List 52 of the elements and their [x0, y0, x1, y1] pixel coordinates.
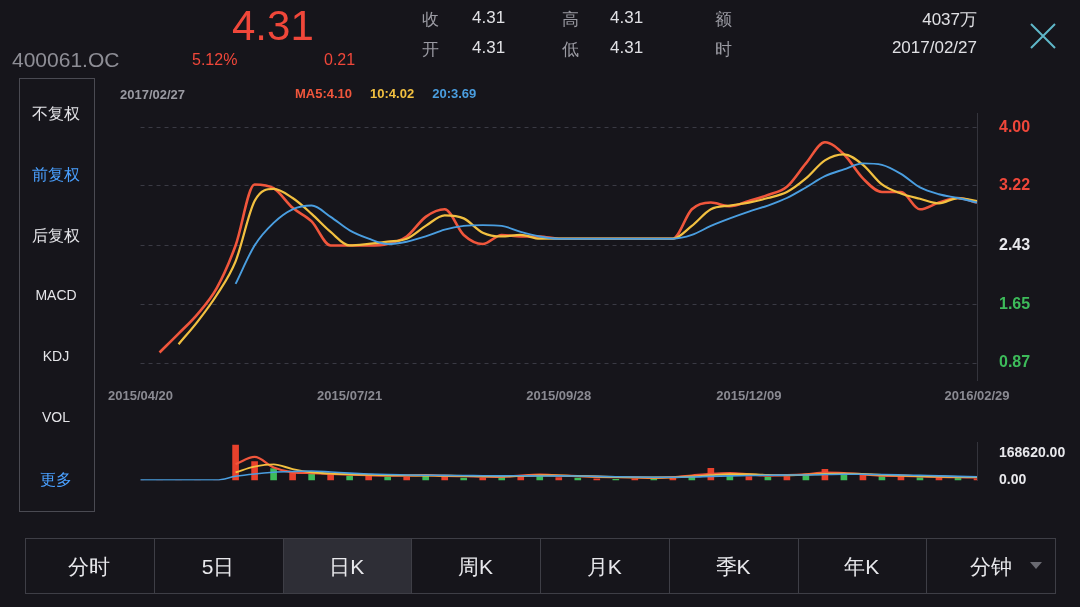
text: 更多	[39, 470, 73, 490]
text: 周K	[457, 554, 495, 580]
text: 5日	[200, 554, 236, 580]
text: 20:3.69	[432, 86, 477, 101]
text: 4.31	[610, 38, 644, 58]
text: 不复权	[31, 104, 81, 124]
text: 10:4.02	[370, 86, 415, 101]
text: 4.31	[472, 38, 506, 58]
y-tick-label: 3.22	[999, 176, 1031, 194]
y-tick-label: 0.87	[999, 353, 1031, 371]
text: 4.31	[472, 8, 506, 28]
y-tick-label: 2.43	[999, 235, 1031, 253]
y-tick-label: 1.65	[999, 294, 1031, 312]
text: KDJ	[41, 348, 71, 364]
text: 低	[562, 39, 579, 61]
text: 2017/02/27	[120, 87, 186, 102]
x-tick-label: 2015/09/28	[526, 387, 592, 403]
text: 时	[715, 39, 732, 61]
x-tick-label: 2016/02/29	[944, 387, 1010, 403]
line-series	[234, 162, 978, 285]
y-tick-label: 0.00	[999, 471, 1027, 488]
text: 月K	[585, 554, 623, 580]
text: 400061.OC	[12, 48, 120, 72]
line-series	[139, 470, 978, 481]
text: 额	[715, 9, 732, 31]
text: 年K	[843, 554, 881, 580]
text: 0.21	[324, 51, 356, 69]
x-tick-label: 2015/04/20	[107, 387, 174, 403]
text: 分钟	[968, 554, 1013, 580]
text: 高	[562, 9, 579, 31]
y-tick-label: 168620.00	[999, 443, 1066, 460]
text: 分时	[67, 554, 112, 580]
text: 前复权	[31, 165, 81, 185]
text: 收	[422, 9, 439, 31]
text: MA5:4.10	[295, 86, 353, 101]
text: 日K	[328, 554, 366, 580]
text: 5.12%	[192, 51, 238, 69]
text: 4037万	[922, 9, 977, 31]
text: 开	[422, 39, 439, 61]
x-tick-label: 2015/07/21	[317, 387, 383, 403]
text: 4.31	[232, 2, 314, 50]
bar	[365, 475, 372, 481]
text: 2017/02/27	[891, 38, 977, 58]
bar	[346, 475, 353, 481]
y-tick-label: 4.00	[999, 117, 1031, 135]
text: 4.31	[610, 8, 644, 28]
text: 季K	[714, 554, 752, 580]
text: 后复权	[31, 226, 81, 246]
text: MACD	[34, 287, 78, 303]
bar	[555, 477, 563, 481]
x-tick-label: 2015/12/09	[716, 387, 782, 403]
text: VOL	[41, 409, 71, 425]
